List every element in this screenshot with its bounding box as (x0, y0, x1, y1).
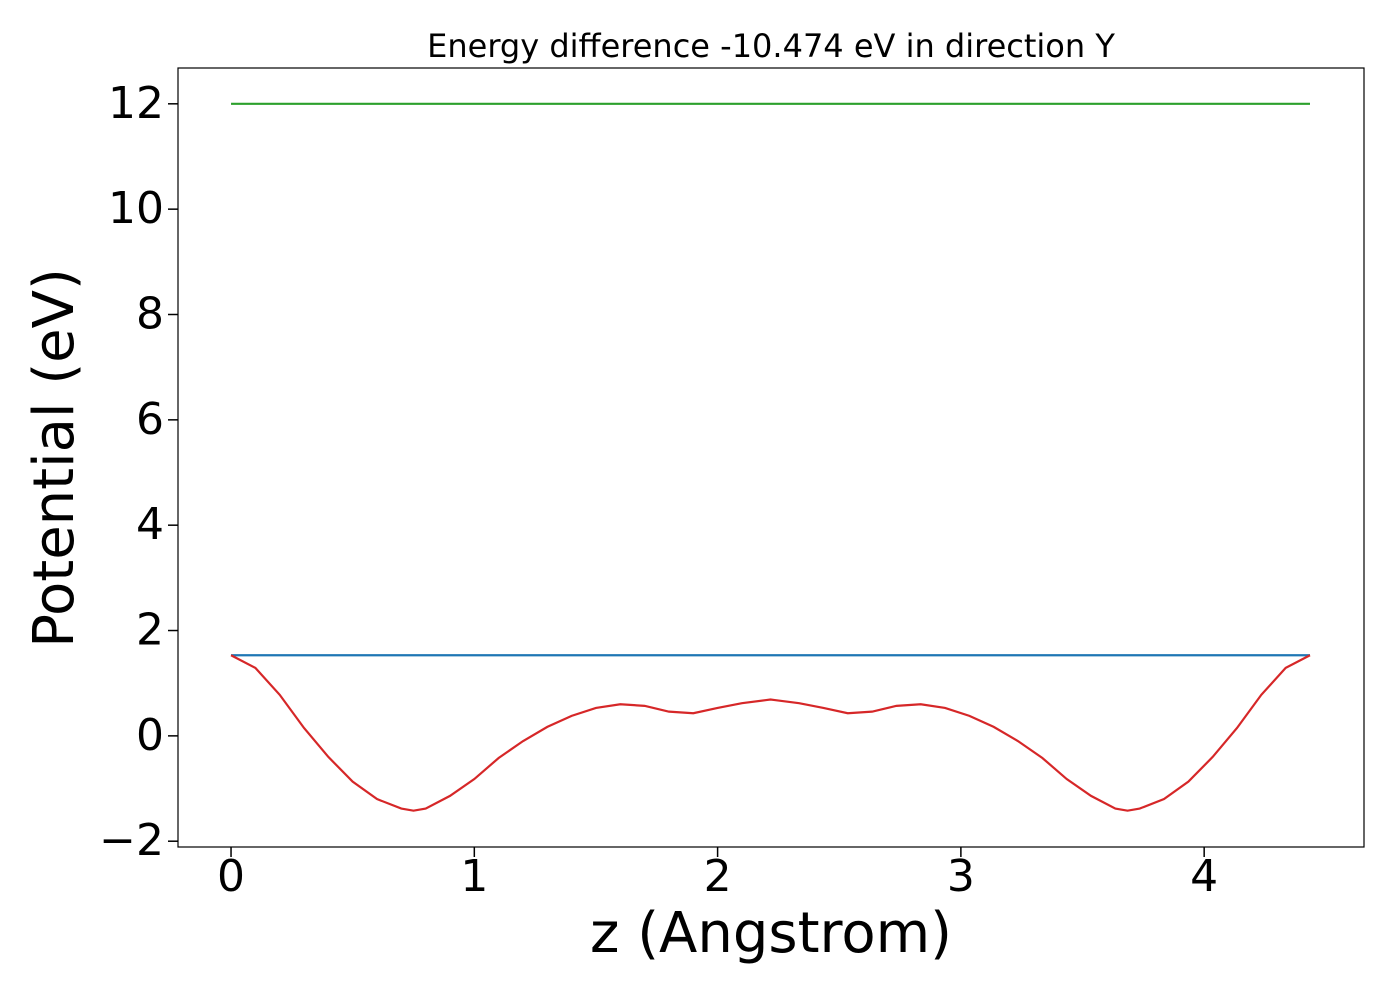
y-axis-label: Potential (eV) (22, 268, 87, 648)
x-axis-label: z (Angstrom) (590, 901, 952, 966)
x-tick-label: 4 (1190, 851, 1218, 902)
x-tick-label: 2 (704, 851, 732, 902)
chart-title: Energy difference -10.474 eV in directio… (427, 27, 1115, 65)
y-tick-label: 8 (136, 288, 164, 339)
y-tick-label: 4 (136, 499, 164, 550)
y-tick-label: 12 (108, 78, 164, 129)
y-tick-label: 0 (136, 710, 164, 761)
y-tick-label: 10 (108, 183, 164, 234)
y-tick-label: −2 (99, 815, 164, 866)
y-tick-label: 2 (136, 605, 164, 656)
x-tick-label: 0 (217, 851, 245, 902)
x-tick-label: 1 (460, 851, 488, 902)
x-tick-label: 3 (947, 851, 975, 902)
plot-frame (177, 67, 1365, 848)
y-tick-label: 6 (136, 394, 164, 445)
data-line (230, 654, 1311, 812)
